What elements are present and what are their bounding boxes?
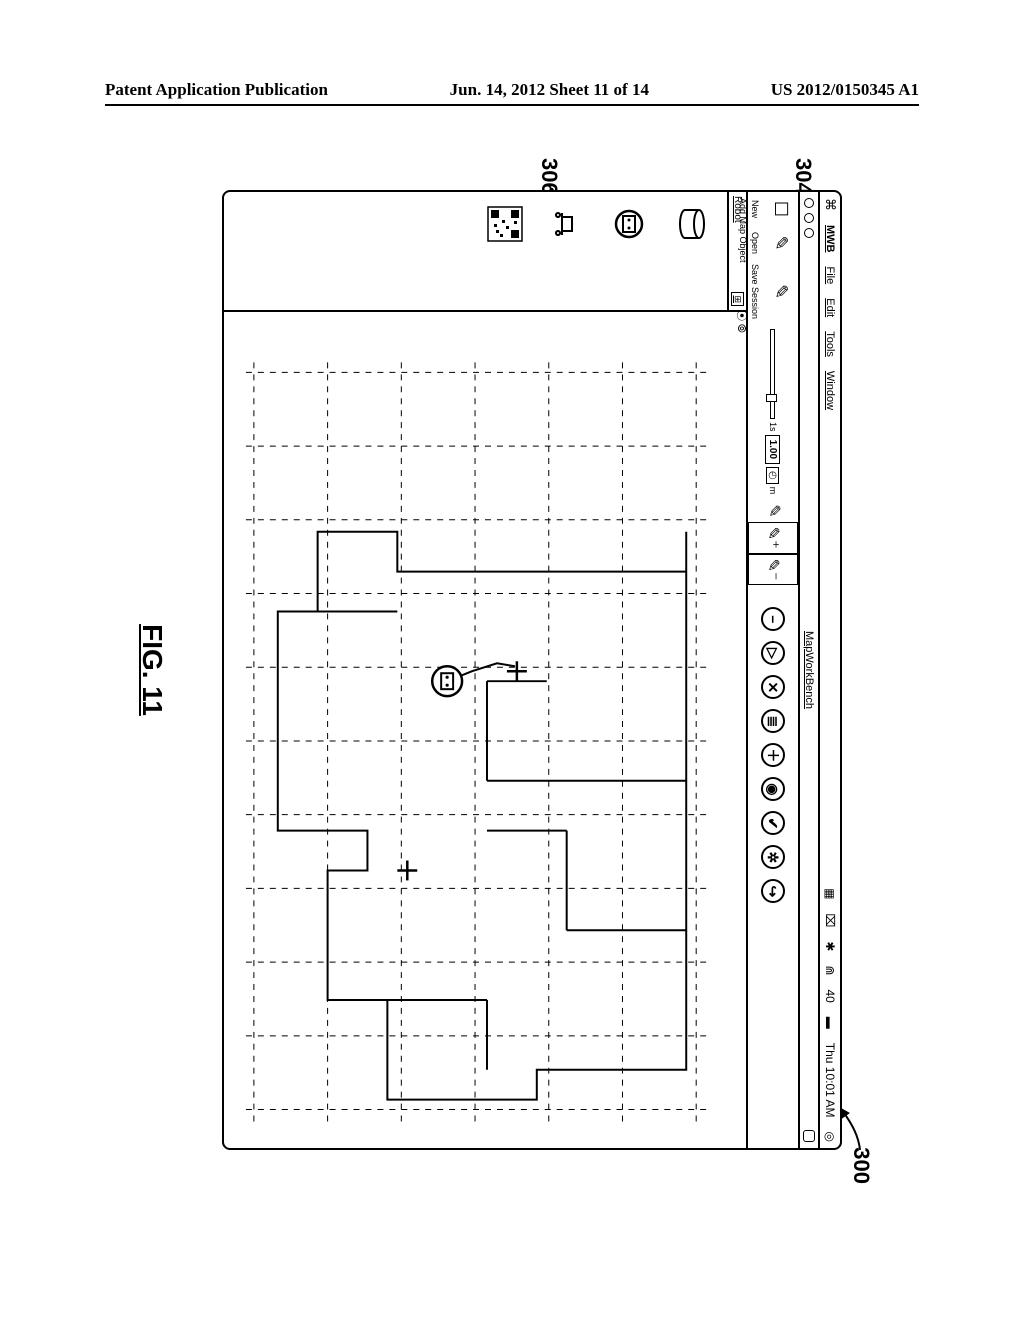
- header-right: US 2012/0150345 A1: [771, 80, 919, 100]
- app-body: Robot ⊞: [224, 192, 746, 1148]
- toolbar-new[interactable]: ☐New: [748, 192, 798, 226]
- palette-item-cart[interactable]: [549, 206, 585, 242]
- window-titlebar: MapWorkBench: [798, 192, 818, 1148]
- slider-knob[interactable]: [767, 394, 778, 402]
- palette-title-bar: Robot ⊞: [727, 192, 746, 310]
- spotlight-icon: ◎: [824, 1132, 836, 1142]
- menu-window[interactable]: Window: [824, 371, 836, 410]
- pen-tool-minus[interactable]: ✎⁻: [748, 554, 798, 586]
- apple-menu[interactable]: ⌘: [822, 198, 838, 211]
- map-canvas[interactable]: [224, 312, 746, 1148]
- palette-item-cylinder[interactable]: [673, 206, 709, 242]
- toolbar: ☐New ✎Open ✎Save Session 1s 1.00 ◴ m ✎ ✎…: [746, 192, 798, 1148]
- header-left: Patent Application Publication: [105, 80, 328, 100]
- toolbar-save-label: Save Session: [750, 264, 760, 319]
- toolbar-zoom-slider[interactable]: 1s 1.00 ◴ m: [748, 323, 798, 500]
- proxy-icon: [803, 1130, 815, 1142]
- stepper-icon[interactable]: ◴: [767, 467, 780, 484]
- palette-item-qrcode[interactable]: [487, 206, 523, 242]
- mac-menubar: ⌘ MWB File Edit Tools Window ▦ ⌧ ✱ ⋒ 40 …: [818, 192, 840, 1148]
- mode-gear[interactable]: ✲: [761, 845, 785, 869]
- figure-caption: FIG. 11: [136, 624, 168, 716]
- mode-arrow[interactable]: ↪: [761, 879, 785, 903]
- zoom-readout: 1.00: [766, 435, 781, 464]
- palette-title: Robot: [732, 196, 743, 223]
- status-icon-2: ⌧: [824, 913, 836, 927]
- object-palette: Robot ⊞: [224, 192, 746, 312]
- mode-minus[interactable]: −: [761, 607, 785, 631]
- window-title: MapWorkBench: [803, 631, 815, 709]
- floorplan-svg: [224, 312, 746, 1148]
- menu-tools[interactable]: Tools: [824, 331, 836, 357]
- mode-x[interactable]: ✕: [761, 675, 785, 699]
- menu-file[interactable]: File: [824, 267, 836, 285]
- toolbar-new-label: New: [750, 200, 760, 218]
- header-rule: [105, 104, 919, 106]
- palette-item-robot[interactable]: [611, 206, 647, 242]
- header-center: Jun. 14, 2012 Sheet 11 of 14: [450, 80, 649, 100]
- zoom-button[interactable]: [804, 228, 814, 238]
- figure-11: 300 304 306 302 312 310 ⌘ MWB File Edit …: [142, 160, 882, 1180]
- menu-edit[interactable]: Edit: [824, 298, 836, 317]
- wifi-icon: ⋒: [824, 965, 836, 975]
- palette-expand-icon[interactable]: ⊞: [731, 292, 744, 306]
- minimize-button[interactable]: [804, 213, 814, 223]
- mode-target[interactable]: ◉: [761, 777, 785, 801]
- pen-tool-1[interactable]: ✎: [748, 500, 798, 521]
- toolbar-save[interactable]: ✎Save Session: [748, 260, 798, 323]
- toolbar-open-label: Open: [750, 232, 760, 254]
- app-window: ⌘ MWB File Edit Tools Window ▦ ⌧ ✱ ⋒ 40 …: [222, 190, 842, 1150]
- mode-up[interactable]: ▷: [761, 641, 785, 665]
- toolbar-open[interactable]: ✎Open: [748, 226, 798, 260]
- mode-layers[interactable]: ≣: [761, 709, 785, 733]
- battery-icon: ▬: [824, 1017, 836, 1029]
- wifi-pct: 40: [824, 989, 836, 1002]
- bluetooth-icon: ✱: [824, 941, 836, 951]
- menu-mwb[interactable]: MWB: [824, 225, 836, 253]
- page-header: Patent Application Publication Jun. 14, …: [105, 80, 919, 100]
- toolbar-mode-buttons: − ▷ ✕ ≣ ＋ ◉ ✔ ✲ ↪: [748, 599, 798, 911]
- mode-check[interactable]: ✔: [761, 811, 785, 835]
- callout-300: 300: [848, 1147, 874, 1184]
- close-button[interactable]: [804, 198, 814, 208]
- clock: Thu 10:01 AM: [824, 1043, 836, 1118]
- slider-track[interactable]: [771, 329, 776, 419]
- pen-tool-plus[interactable]: ✎⁺: [748, 522, 798, 554]
- status-icon-1: ▦: [824, 888, 836, 899]
- mode-plus[interactable]: ＋: [761, 743, 785, 767]
